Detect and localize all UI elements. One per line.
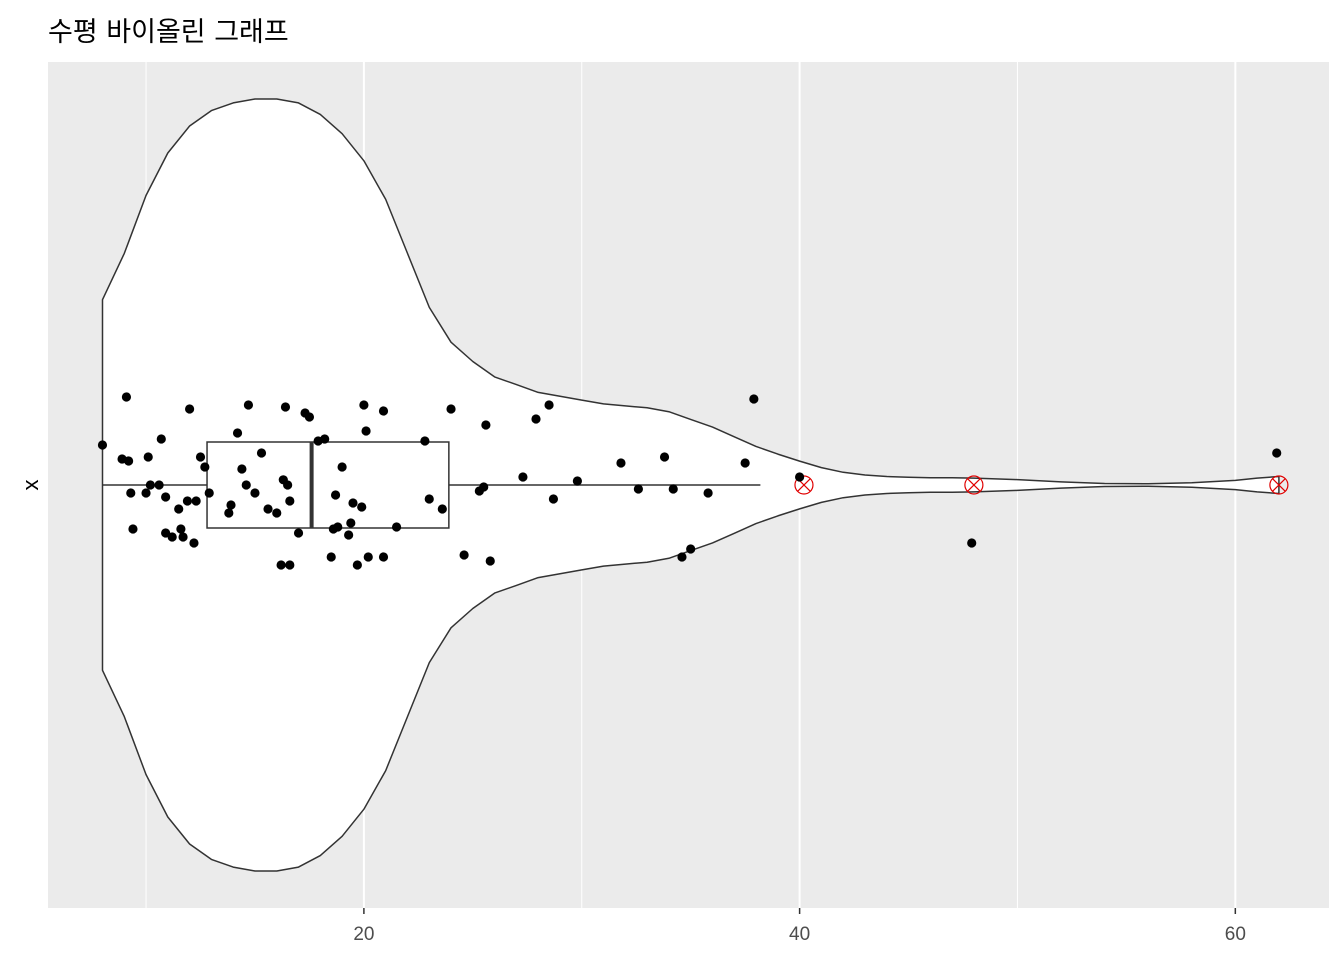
data-point: [128, 524, 138, 534]
outlier-cross: [797, 478, 811, 492]
data-point: [420, 436, 430, 446]
outlier-circle: [964, 475, 984, 495]
data-point: [357, 502, 367, 512]
jitter-points: [97, 392, 1282, 570]
data-point: [330, 490, 341, 500]
data-point: [285, 560, 295, 570]
data-point: [548, 494, 559, 504]
data-point: [293, 528, 304, 538]
data-point: [352, 560, 362, 570]
outlier-cross: [1271, 478, 1286, 492]
data-point: [668, 484, 678, 494]
data-point: [195, 452, 206, 462]
data-point: [479, 482, 489, 492]
x-tick-label: 60: [1225, 924, 1246, 945]
data-point: [178, 532, 188, 542]
data-point: [446, 404, 456, 414]
data-point: [182, 496, 193, 506]
data-point: [189, 538, 199, 548]
data-point: [237, 464, 247, 474]
data-point: [191, 496, 201, 506]
data-point: [156, 434, 166, 444]
data-point: [167, 532, 177, 542]
data-point: [174, 504, 184, 514]
data-point: [145, 480, 155, 490]
data-point: [481, 420, 491, 430]
data-point: [616, 458, 626, 468]
y-axis-title: x: [18, 480, 43, 491]
data-point: [185, 404, 195, 414]
data-point: [967, 538, 977, 548]
data-point: [337, 462, 347, 472]
data-point: [232, 428, 243, 438]
data-point: [276, 560, 286, 570]
data-point: [143, 452, 153, 462]
x-tick-label: 40: [789, 924, 810, 945]
data-point: [378, 552, 389, 562]
outlier-circle: [1269, 475, 1289, 495]
data-point: [363, 552, 373, 562]
data-point: [256, 448, 267, 458]
data-point: [348, 498, 358, 508]
data-point: [263, 504, 273, 514]
data-point: [250, 488, 260, 498]
data-point: [280, 402, 291, 412]
data-point: [686, 544, 696, 554]
data-point: [126, 488, 136, 498]
data-point: [544, 400, 554, 410]
data-point: [304, 412, 315, 422]
data-point: [391, 522, 402, 532]
data-point: [359, 400, 369, 410]
data-point: [241, 480, 251, 490]
data-point: [200, 462, 210, 472]
outlier-cross: [966, 478, 981, 492]
data-point: [161, 492, 171, 502]
data-point: [424, 494, 434, 504]
data-point: [659, 452, 670, 462]
data-point: [285, 496, 295, 506]
x-axis: 20 40 60: [353, 908, 1246, 945]
data-point: [121, 392, 132, 402]
x-tick-label: 20: [353, 924, 374, 945]
data-point: [572, 476, 582, 486]
data-point: [740, 458, 750, 468]
data-point: [154, 480, 164, 490]
data-point: [141, 488, 151, 498]
data-point: [124, 456, 134, 466]
data-point: [677, 552, 687, 562]
data-point: [703, 488, 713, 498]
data-point: [485, 556, 495, 566]
data-point: [320, 434, 330, 444]
data-point: [283, 480, 293, 490]
outlier-marker: [1269, 475, 1289, 495]
data-point: [224, 508, 234, 518]
data-point: [437, 504, 447, 514]
data-point: [226, 500, 236, 510]
outlier-marker: [964, 475, 984, 495]
data-point: [333, 522, 343, 532]
data-point: [243, 400, 254, 410]
data-point: [176, 524, 186, 534]
data-point: [749, 394, 759, 404]
data-point: [459, 550, 469, 560]
data-point: [326, 552, 336, 562]
data-point: [795, 472, 805, 482]
data-point: [1272, 448, 1282, 458]
data-point: [344, 530, 354, 540]
data-point: [633, 484, 643, 494]
data-point: [272, 508, 282, 518]
data-point: [531, 414, 541, 424]
chart-title: 수평 바이올린 그래프: [48, 17, 289, 48]
data-point: [361, 426, 371, 436]
data-point: [97, 440, 108, 450]
data-point: [346, 518, 356, 528]
data-point: [518, 472, 528, 482]
data-point: [378, 406, 389, 416]
data-point: [204, 488, 214, 498]
